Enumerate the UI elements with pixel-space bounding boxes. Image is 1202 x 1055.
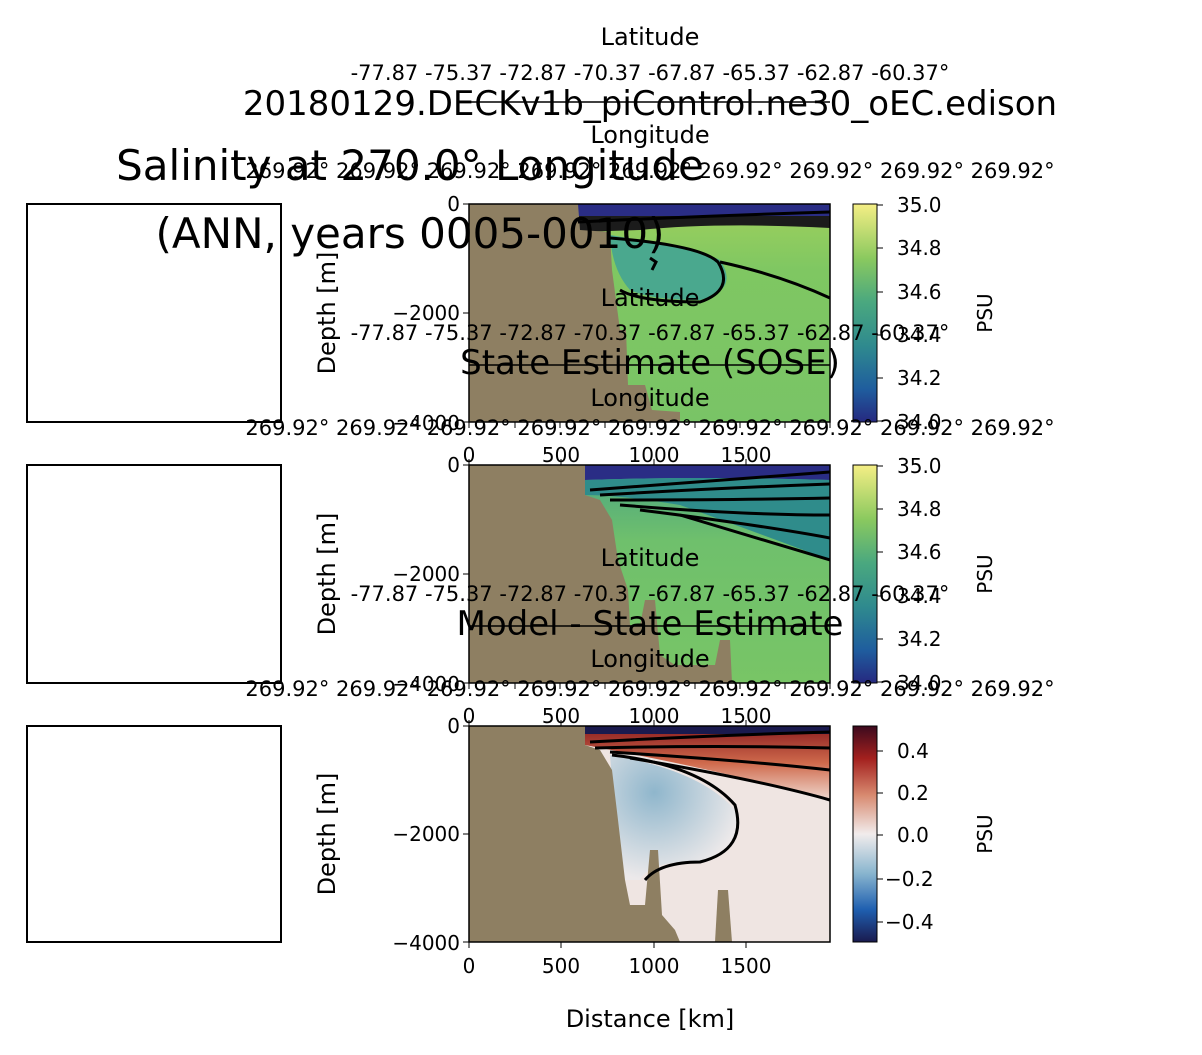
y-ticks-3 — [463, 725, 469, 943]
latitude-tick-labels: -77.87 -75.37 -72.87 -70.37 -67.87 -65.3… — [351, 321, 950, 345]
x-ticks-1-bottom — [468, 459, 747, 465]
x-tick-label: 0 — [463, 443, 476, 467]
y-tick-label: −2000 — [392, 562, 460, 586]
panel-title: Model - State Estimate — [457, 604, 844, 644]
panel-sose: 0 500 1000 1500 269.92° 269.92° 269.92° … — [26, 284, 1055, 696]
colorbar-tick-label: 34.6 — [897, 540, 942, 564]
y-ticks-1 — [463, 203, 469, 423]
colorbar-tick-label: 34.0 — [897, 671, 942, 695]
land-mask — [469, 726, 680, 942]
colorbar-tick-label: 34.0 — [897, 410, 942, 434]
figure-title-line1: Salinity at 270.0° Longitude — [116, 141, 704, 190]
colorbar-tick-label: 34.6 — [897, 280, 942, 304]
land-mask — [469, 465, 732, 683]
colorbar-tick-label: 35.0 — [897, 193, 942, 217]
panel-model: 0 −2000 −4000 Depth [m] Latitude -77.87 … — [26, 23, 1057, 435]
latitude-tick-labels: -77.87 -75.37 -72.87 -70.37 -67.87 -65.3… — [351, 61, 950, 85]
salinity-difference-field — [469, 726, 830, 942]
latitude-tick-labels: -77.87 -75.37 -72.87 -70.37 -67.87 -65.3… — [351, 582, 950, 606]
y-tick-label: −4000 — [392, 672, 460, 696]
panel-difference: 0 500 1000 1500 269.92° 269.92° 269.92° … — [26, 544, 1055, 1033]
x-tick-label: 1500 — [721, 443, 772, 467]
map-inset-frame — [26, 464, 282, 684]
y-axis-label: Depth [m] — [313, 252, 341, 375]
top-axis-label-latitude: Latitude — [601, 544, 700, 572]
y-axis-label: Depth [m] — [313, 513, 341, 636]
longitude-tick-labels: 269.92° 269.92° 269.92° 269.92° 269.92° … — [245, 159, 1054, 183]
y-tick-label: −4000 — [392, 411, 460, 435]
longitude-tick-labels: 269.92° 269.92° 269.92° 269.92° 269.92° … — [245, 677, 1054, 701]
y-tick-label: 0 — [447, 714, 460, 738]
panel-title: 20180129.DECKv1b_piControl.ne30_oEC.edis… — [243, 84, 1057, 124]
x-tick-label: 1500 — [721, 954, 772, 978]
x-tick-label: 1000 — [629, 443, 680, 467]
colorbar-ticks-2 — [877, 465, 883, 683]
colorbar-tick-label: 0.0 — [897, 823, 929, 847]
y-tick-label: 0 — [447, 453, 460, 477]
colorbar-label: PSU — [973, 554, 997, 593]
colorbar-tick-label: 34.4 — [897, 584, 942, 608]
colorbar-tick-label: 34.8 — [897, 497, 942, 521]
x-tick-label: 500 — [542, 954, 580, 978]
colorbar — [852, 725, 878, 943]
colorbar-tick-label: 0.2 — [897, 781, 929, 805]
x-tick-label: 0 — [463, 954, 476, 978]
top-axis-label-longitude: Longitude — [590, 645, 709, 673]
top-axis-label-longitude: Longitude — [590, 121, 709, 149]
figure-title-line2: (ANN, years 0005-0010) — [156, 209, 665, 258]
x-tick-label: 1000 — [629, 704, 680, 728]
colorbar — [852, 203, 878, 423]
top-axis-label-latitude: Latitude — [601, 284, 700, 312]
colorbar-ticks-3 — [877, 750, 883, 923]
y-tick-label: −2000 — [392, 301, 460, 325]
colorbar-label: PSU — [973, 814, 997, 853]
map-inset-frame — [26, 725, 282, 943]
land-mask — [469, 204, 680, 422]
colorbar-label: PSU — [973, 293, 997, 332]
top-axis-label-longitude: Longitude — [590, 384, 709, 412]
y-tick-label: 0 — [447, 192, 460, 216]
x-ticks-2 — [468, 683, 831, 689]
colorbar-tick-label: −0.2 — [885, 867, 934, 891]
colorbar — [852, 464, 878, 684]
longitude-tick-labels: 269.92° 269.92° 269.92° 269.92° 269.92° … — [245, 416, 1054, 440]
x-tick-label: 0 — [463, 704, 476, 728]
salinity-field-sose — [469, 465, 830, 683]
colorbar-tick-label: 34.4 — [897, 323, 942, 347]
colorbar-tick-label: 34.2 — [897, 366, 942, 390]
x-ticks-3 — [468, 942, 747, 948]
x-tick-label: 1000 — [629, 954, 680, 978]
panel-title: State Estimate (SOSE) — [460, 343, 840, 383]
colorbar-tick-label: 34.8 — [897, 236, 942, 260]
colorbar-tick-label: 34.2 — [897, 627, 942, 651]
x-ticks-2-bottom — [468, 720, 747, 726]
x-tick-label: 500 — [542, 443, 580, 467]
y-tick-label: −2000 — [392, 822, 460, 846]
salinity-field-model — [469, 204, 830, 422]
map-inset-frame — [26, 203, 282, 423]
y-axis-label: Depth [m] — [313, 773, 341, 896]
x-tick-label: 500 — [542, 704, 580, 728]
top-axis-label-latitude: Latitude — [601, 23, 700, 51]
colorbar-ticks-1 — [877, 204, 883, 422]
x-axis-label: Distance [km] — [566, 1005, 735, 1033]
colorbar-tick-label: 0.4 — [897, 739, 929, 763]
colorbar-tick-label: 35.0 — [897, 454, 942, 478]
x-tick-label: 1500 — [721, 704, 772, 728]
colorbar-tick-label: −0.4 — [885, 910, 934, 934]
y-ticks-2 — [463, 464, 469, 684]
x-ticks-1 — [468, 422, 831, 428]
y-tick-label: −4000 — [392, 931, 460, 955]
